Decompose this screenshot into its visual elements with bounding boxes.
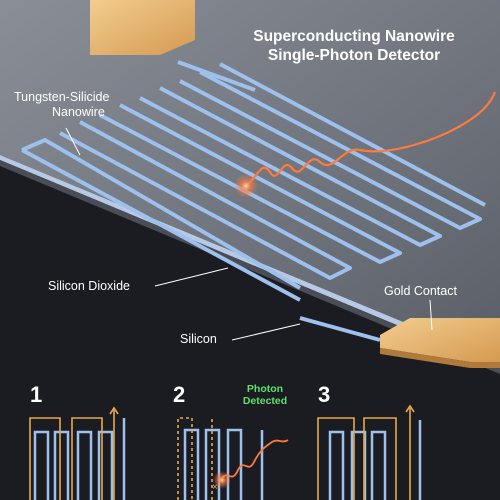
photon-hotspot bbox=[234, 174, 258, 198]
step2-diagram: × bbox=[177, 417, 289, 500]
pointer-gold bbox=[429, 299, 433, 331]
silicon-layer bbox=[0, 160, 500, 374]
title-line1: Superconducting Nanowire bbox=[253, 28, 455, 45]
step-number-1: 1 bbox=[30, 382, 43, 407]
photon-detected-line2: Detected bbox=[242, 395, 288, 407]
step3-diagram bbox=[317, 404, 422, 500]
gold-contact-bottom bbox=[380, 318, 500, 362]
step1-diagram bbox=[29, 406, 126, 500]
label-silicon: Silicon bbox=[180, 332, 217, 346]
nanowire-feed-top bbox=[177, 60, 256, 92]
label-silicon-dioxide: Silicon Dioxide bbox=[48, 279, 130, 293]
nanowire-feed-bottom bbox=[299, 316, 381, 342]
step2-photon-wave bbox=[221, 439, 289, 479]
label-nanowire-line2: Nanowire bbox=[52, 105, 105, 119]
diagram-title: Superconducting Nanowire Single-Photon D… bbox=[214, 27, 494, 65]
photon-detected-label: Photon Detected bbox=[225, 383, 305, 407]
pointer-silicon-dioxide bbox=[154, 267, 229, 287]
silicon-dioxide-layer bbox=[0, 155, 500, 368]
step-number-2: 2 bbox=[173, 382, 186, 407]
label-nanowire: Tungsten-Silicide Nanowire bbox=[14, 90, 109, 120]
pointer-nanowire bbox=[65, 127, 81, 156]
svg-text:×: × bbox=[212, 482, 218, 493]
title-line2: Single-Photon Detector bbox=[267, 47, 441, 64]
pointer-silicon bbox=[231, 323, 301, 341]
gold-contact-top bbox=[90, 0, 195, 55]
step2-hotspot bbox=[213, 471, 231, 489]
photon-wave bbox=[245, 91, 497, 187]
label-gold-contact: Gold Contact bbox=[384, 284, 457, 298]
label-nanowire-line1: Tungsten-Silicide bbox=[14, 90, 110, 104]
step-number-3: 3 bbox=[318, 382, 331, 407]
photon-detected-line1: Photon bbox=[246, 383, 284, 395]
